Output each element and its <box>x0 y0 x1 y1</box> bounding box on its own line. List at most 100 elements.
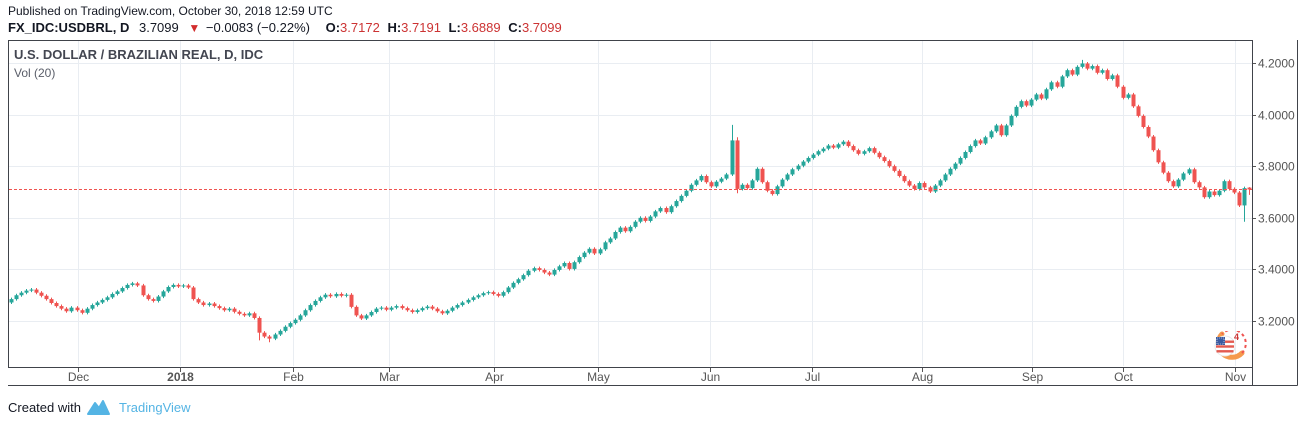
candle-body <box>760 168 765 183</box>
candle-body <box>455 305 460 308</box>
price-tick-label: 3.6000 <box>1258 212 1295 226</box>
created-with-text: Created with <box>8 400 81 415</box>
candle-body <box>1044 89 1049 99</box>
candle-body <box>410 310 415 313</box>
candle-body <box>34 289 39 293</box>
candle-body <box>765 182 770 191</box>
month-label: Mar <box>379 370 400 384</box>
candle-body <box>938 180 943 186</box>
candle-body <box>481 293 486 296</box>
candle-body <box>24 290 29 293</box>
candle-body <box>181 285 186 287</box>
candle-body <box>389 307 394 310</box>
candle-body <box>257 317 262 333</box>
tradingview-link[interactable]: TradingView <box>86 399 191 416</box>
price-tick-label: 3.2000 <box>1258 315 1295 329</box>
candle-body <box>902 176 907 182</box>
grid-layer <box>9 41 1252 366</box>
candle-body <box>344 294 349 296</box>
candle-body <box>973 140 978 147</box>
candle-body <box>115 291 120 294</box>
candle-body <box>166 286 171 292</box>
candle-body <box>780 179 785 187</box>
candle-body <box>247 313 252 316</box>
candle-body <box>1131 94 1136 107</box>
candle-body <box>486 292 491 294</box>
candle-body <box>308 305 313 311</box>
candle-body <box>110 293 115 298</box>
candle-body <box>283 326 288 331</box>
candle-body <box>968 146 973 153</box>
candle-body <box>867 148 872 152</box>
month-label: Jun <box>701 370 720 384</box>
month-label: May <box>587 370 610 384</box>
candle-body <box>785 174 790 180</box>
watermark-number: 4 <box>1234 332 1240 342</box>
candle-body <box>582 252 587 258</box>
candle-body <box>618 227 623 233</box>
candle-body <box>851 146 856 151</box>
candle-body <box>445 310 450 314</box>
candle-body <box>1187 169 1192 174</box>
candle-body <box>85 308 90 313</box>
candle-body <box>1227 181 1232 189</box>
candle-body <box>506 287 511 293</box>
candle-body <box>1151 136 1156 151</box>
candle-body <box>100 299 105 303</box>
candle-body <box>379 307 384 309</box>
candle-body <box>1085 63 1090 69</box>
candle-body <box>750 180 755 189</box>
candle-body <box>135 283 140 286</box>
candle-body <box>125 284 130 289</box>
month-label: Jul <box>805 370 820 384</box>
candle-body <box>1029 99 1034 106</box>
candle-body <box>1070 70 1075 75</box>
candle-body <box>435 308 440 312</box>
candle-body <box>1237 192 1242 206</box>
candle-body <box>1049 82 1054 90</box>
candle-body <box>400 306 405 309</box>
candles-layer <box>9 59 1252 343</box>
candle-body <box>1019 101 1024 107</box>
candle-body <box>201 302 206 306</box>
candle-body <box>298 315 303 320</box>
candle-body <box>796 165 801 170</box>
candle-body <box>278 330 283 335</box>
candle-body <box>552 269 557 275</box>
candle-body <box>755 168 760 181</box>
candle-body <box>587 248 592 253</box>
candle-body <box>19 292 24 296</box>
candle-body <box>994 125 999 132</box>
candle-body <box>978 140 983 144</box>
candle-body <box>69 307 74 312</box>
candle-body <box>557 266 562 270</box>
candle-body <box>318 297 323 301</box>
candle-body <box>679 195 684 202</box>
candle-body <box>1181 173 1186 180</box>
candle-body <box>694 180 699 185</box>
candle-body <box>1121 86 1126 98</box>
candle-body <box>471 297 476 300</box>
candle-body <box>1055 82 1060 87</box>
candle-body <box>862 151 867 154</box>
candle-body <box>146 295 151 300</box>
candle-body <box>1024 101 1029 106</box>
candle-body <box>196 299 201 303</box>
candle-body <box>724 174 729 179</box>
candle-body <box>831 145 836 148</box>
candle-body <box>212 303 217 307</box>
candle-body <box>704 176 709 183</box>
candle-body <box>542 269 547 273</box>
high-value: 3.7191 <box>401 20 441 35</box>
candle-body <box>207 303 212 306</box>
candle-body <box>75 307 80 311</box>
candle-body <box>430 306 435 309</box>
candle-body <box>440 311 445 314</box>
candle-body <box>95 302 100 306</box>
candle-body <box>349 294 354 307</box>
candle-body <box>359 315 364 319</box>
candle-body <box>856 150 861 154</box>
candle-body <box>1075 66 1080 75</box>
